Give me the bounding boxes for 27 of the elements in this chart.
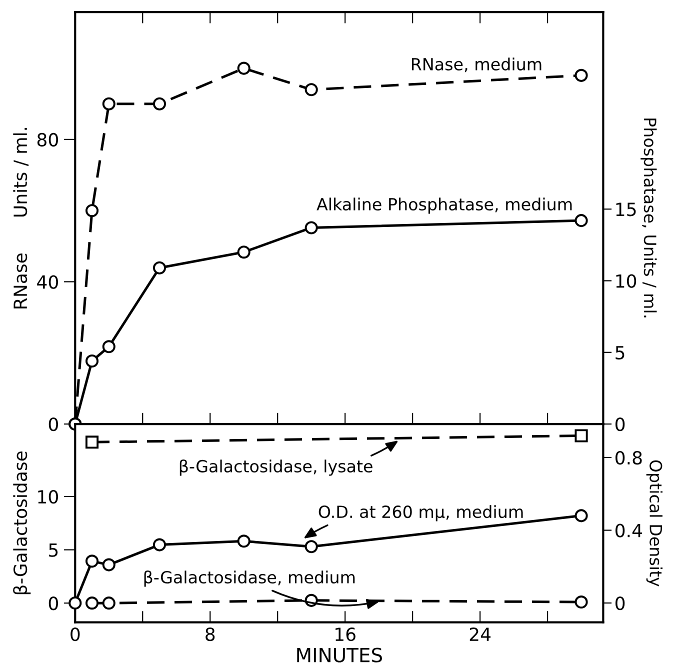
series-label: RNase, medium bbox=[412, 58, 542, 72]
y2-tick-label: 0.8 bbox=[616, 450, 642, 465]
y2-tick-label: 10 bbox=[616, 274, 636, 288]
y2-tick-label: 0.4 bbox=[616, 524, 642, 538]
x-tick-label: 8 bbox=[206, 627, 215, 642]
y-axis-title: RNase Units / ml. bbox=[13, 128, 29, 308]
y-axis-title: β-Galactosidase bbox=[13, 451, 31, 594]
y2-tick-label: 5 bbox=[616, 346, 624, 360]
y2-tick-label: 15 bbox=[616, 202, 636, 216]
x-tick-label: 0 bbox=[70, 627, 80, 642]
y2-tick-label: 0 bbox=[616, 417, 625, 432]
y-tick-label: 5 bbox=[49, 543, 58, 557]
y2-axis-title: Phosphatase, Units / ml. bbox=[640, 118, 657, 318]
y2-axis-title: Optical Density bbox=[646, 460, 662, 586]
series-label: Alkaline Phosphatase, medium bbox=[316, 198, 572, 214]
y-tick-label: 10 bbox=[38, 490, 58, 504]
x-tick-label: 24 bbox=[470, 627, 491, 641]
y-tick-label: 40 bbox=[37, 275, 58, 289]
y2-tick-label: 0 bbox=[616, 596, 625, 610]
y-tick-label: 0 bbox=[48, 596, 58, 610]
y-tick-label: 80 bbox=[37, 132, 58, 147]
annotation: β-Galactosidase, medium bbox=[144, 570, 355, 587]
x-axis-title: MINUTES bbox=[297, 648, 382, 662]
annotation: O.D. at 260 mμ, medium bbox=[318, 505, 523, 522]
y-tick-label: 0 bbox=[48, 417, 58, 432]
annotation: β-Galactosidase, lysate bbox=[180, 460, 372, 476]
x-tick-label: 16 bbox=[336, 627, 356, 642]
